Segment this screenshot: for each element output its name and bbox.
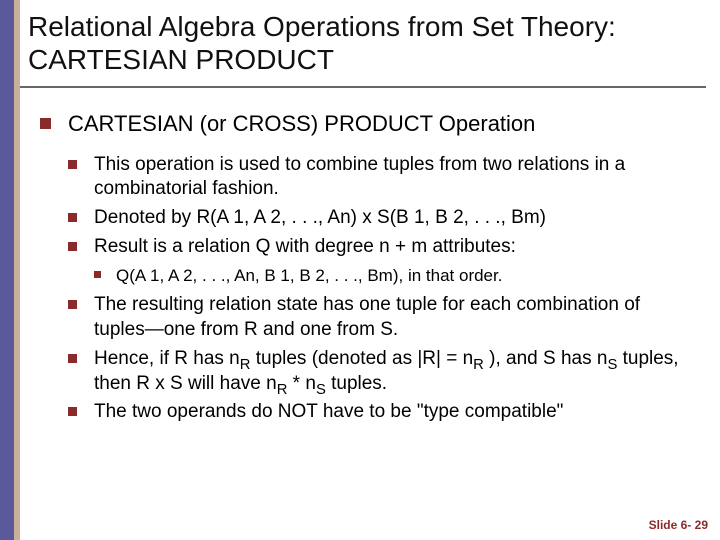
list-item: Hence, if R has nR tuples (denoted as |R… (68, 347, 696, 396)
left-rail (0, 0, 14, 540)
bullet-text: Denoted by R(A 1, A 2, . . ., An) x S(B … (94, 207, 546, 228)
list-item: This operation is used to combine tuples… (68, 153, 696, 202)
square-bullet-icon (68, 354, 77, 363)
bullet-text: This operation is used to combine tuples… (94, 154, 625, 200)
list-item: Denoted by R(A 1, A 2, . . ., An) x S(B … (68, 206, 696, 231)
subscript: R (277, 381, 288, 397)
text-run: Hence, if R has n (94, 348, 240, 369)
square-bullet-icon (68, 300, 77, 309)
subscript: R (240, 357, 251, 373)
bullet-list-l2: This operation is used to combine tuples… (68, 153, 696, 425)
square-bullet-icon (68, 213, 77, 222)
bullet-text: The resulting relation state has one tup… (94, 294, 640, 340)
bullet-text: Q(A 1, A 2, . . ., An, B 1, B 2, . . ., … (116, 266, 502, 285)
list-item: Result is a relation Q with degree n + m… (68, 235, 696, 288)
list-item: The resulting relation state has one tup… (68, 293, 696, 342)
square-bullet-icon (68, 242, 77, 251)
subscript: R (473, 357, 484, 373)
square-bullet-icon (94, 271, 101, 278)
slide: Relational Algebra Operations from Set T… (0, 0, 720, 540)
subscript: S (316, 381, 326, 397)
list-item: Q(A 1, A 2, . . ., An, B 1, B 2, . . ., … (94, 265, 696, 287)
square-bullet-icon (68, 407, 77, 416)
text-run: tuples. (326, 373, 387, 394)
bullet-list-l3: Q(A 1, A 2, . . ., An, B 1, B 2, . . ., … (94, 265, 696, 287)
bullet-text: The two operands do NOT have to be "type… (94, 401, 563, 422)
square-bullet-icon (40, 118, 51, 129)
subscript: S (607, 357, 617, 373)
square-bullet-icon (68, 160, 77, 169)
list-item: CARTESIAN (or CROSS) PRODUCT Operation T… (40, 110, 696, 425)
bullet-text: Result is a relation Q with degree n + m… (94, 236, 516, 257)
slide-title: Relational Algebra Operations from Set T… (28, 10, 706, 76)
text-run: * n (287, 373, 316, 394)
text-run: tuples (denoted as |R| = n (250, 348, 473, 369)
slide-number: Slide 6- 29 (649, 518, 708, 532)
bullet-list-l1: CARTESIAN (or CROSS) PRODUCT Operation T… (40, 110, 696, 425)
text-run: ), and S has n (484, 348, 608, 369)
bullet-text: CARTESIAN (or CROSS) PRODUCT Operation (68, 111, 535, 136)
title-block: Relational Algebra Operations from Set T… (20, 6, 706, 88)
slide-body: CARTESIAN (or CROSS) PRODUCT Operation T… (40, 110, 696, 431)
bullet-text: Hence, if R has nR tuples (denoted as |R… (94, 348, 679, 394)
list-item: The two operands do NOT have to be "type… (68, 400, 696, 425)
